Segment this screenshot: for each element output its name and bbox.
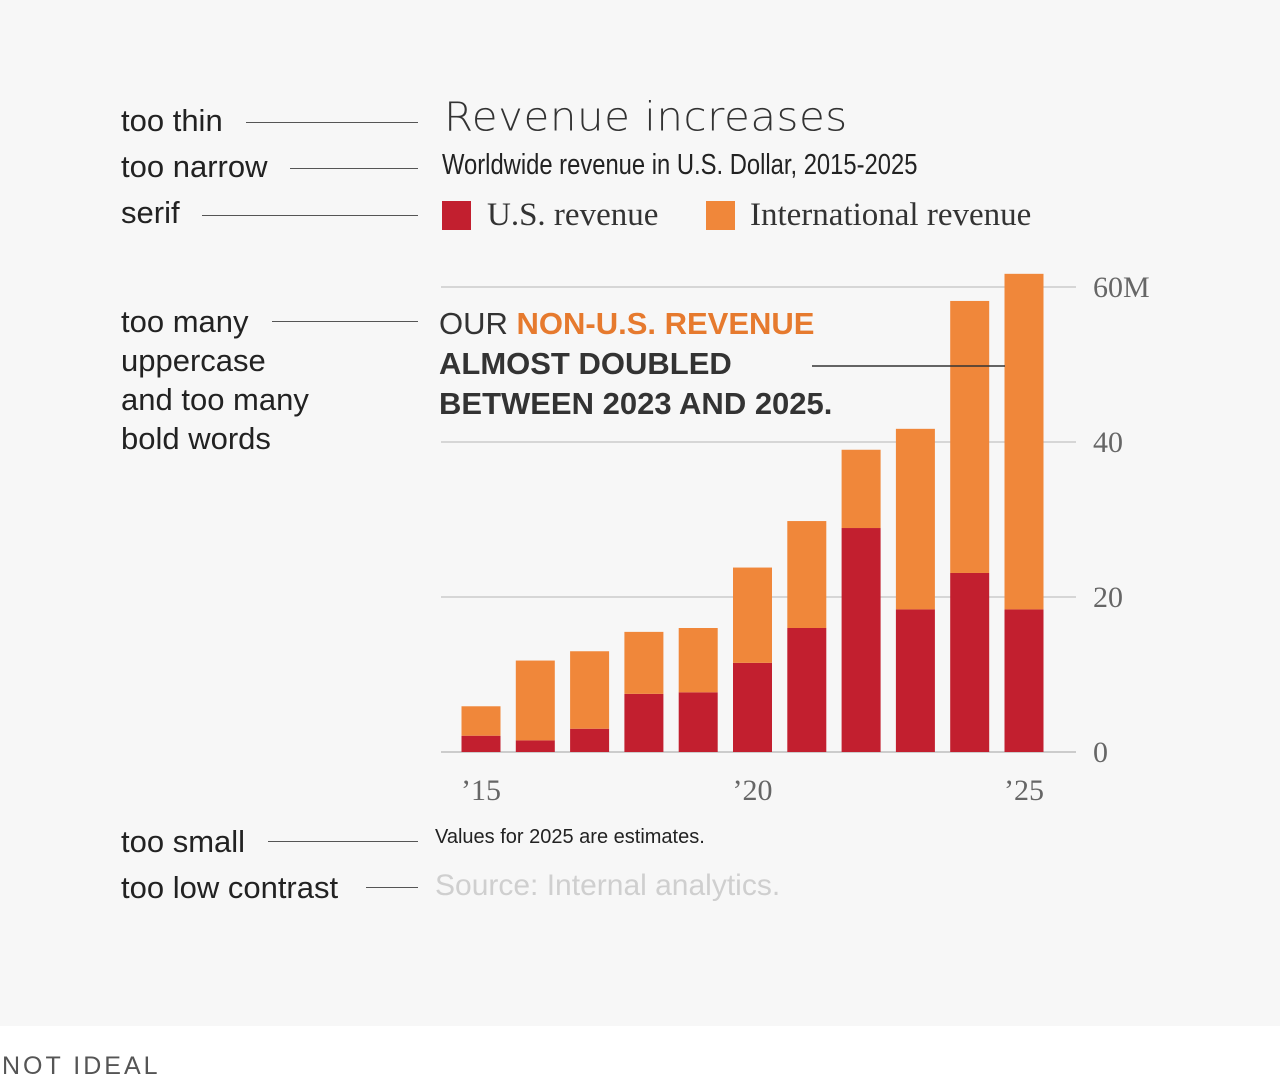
legend-swatch-us [442, 201, 471, 230]
footnote: Values for 2025 are estimates. [435, 826, 705, 848]
legend-swatch-international [706, 201, 735, 230]
legend-label-us: U.S. revenue [487, 197, 659, 233]
bar-international-2018 [624, 631, 664, 694]
y-tick-label: 60M [1093, 271, 1150, 304]
bar-us-2018 [624, 693, 664, 752]
callout-text: OUR [439, 306, 517, 341]
annotation-leader-line [268, 841, 418, 842]
bar-international-2023 [895, 428, 935, 610]
y-tick-label: 40 [1093, 426, 1123, 459]
y-tick-label: 20 [1093, 581, 1123, 614]
bar-us-2015 [461, 735, 501, 752]
bar-us-2016 [515, 740, 555, 752]
callout-line-2: ALMOST DOUBLED [439, 346, 732, 381]
bar-us-2025 [1004, 609, 1044, 752]
x-tick-label: ’25 [1004, 774, 1044, 807]
bar-us-2023 [895, 609, 935, 752]
bar-international-2021 [787, 521, 827, 628]
x-tick-label: ’15 [461, 774, 501, 807]
annotation-too-thin: too thin [121, 103, 223, 138]
bar-international-2024 [950, 300, 990, 573]
annotation-uppercase-bold: too many uppercase and too many bold wor… [121, 304, 309, 456]
bar-us-2022 [841, 528, 881, 752]
callout-highlight: NON-U.S. REVENUE [516, 306, 815, 341]
callout-line-3: BETWEEN 2023 AND 2025. [439, 386, 833, 421]
bar-international-2019 [678, 628, 718, 693]
bar-us-2019 [678, 692, 718, 752]
annotation-leader-line [202, 215, 418, 216]
callout-line-1: OUR NON-U.S. REVENUE [439, 304, 832, 344]
legend-label-international: International revenue [750, 197, 1032, 233]
bar-us-2020 [733, 662, 772, 752]
bar-us-2017 [570, 728, 610, 752]
bar-international-2022 [841, 449, 881, 529]
x-tick-label: ’20 [733, 774, 773, 807]
annotation-too-low-contrast: too low contrast [121, 870, 339, 905]
annotation-leader-line [366, 887, 418, 888]
annotation-too-narrow: too narrow [121, 149, 268, 184]
chart-title: Revenue increases [444, 92, 848, 141]
annotation-leader-line [272, 321, 418, 322]
bar-international-2020 [733, 567, 772, 663]
bar-chart: 0 20 40 60M ’15 ’20 ’25 [441, 271, 1150, 807]
annotation-leader-line [246, 122, 418, 123]
bar-international-2015 [461, 706, 501, 736]
annotation-leader-line [290, 168, 418, 169]
annotation-too-small: too small [121, 824, 246, 859]
bar-international-2017 [570, 651, 610, 729]
source-line: Source: Internal analytics. [435, 869, 781, 902]
bar-us-2024 [950, 572, 990, 752]
verdict-label: NOT IDEAL [2, 1052, 161, 1080]
chart-callout: OUR NON-U.S. REVENUE ALMOST DOUBLED BETW… [439, 304, 832, 424]
chart-subtitle: Worldwide revenue in U.S. Dollar, 2015-2… [442, 149, 918, 181]
bar-international-2016 [515, 660, 555, 741]
annotation-serif: serif [121, 195, 180, 230]
bar-us-2021 [787, 628, 827, 752]
y-tick-label: 0 [1093, 736, 1108, 769]
chart-panel [0, 0, 1280, 1026]
bar-international-2025 [1004, 273, 1044, 610]
